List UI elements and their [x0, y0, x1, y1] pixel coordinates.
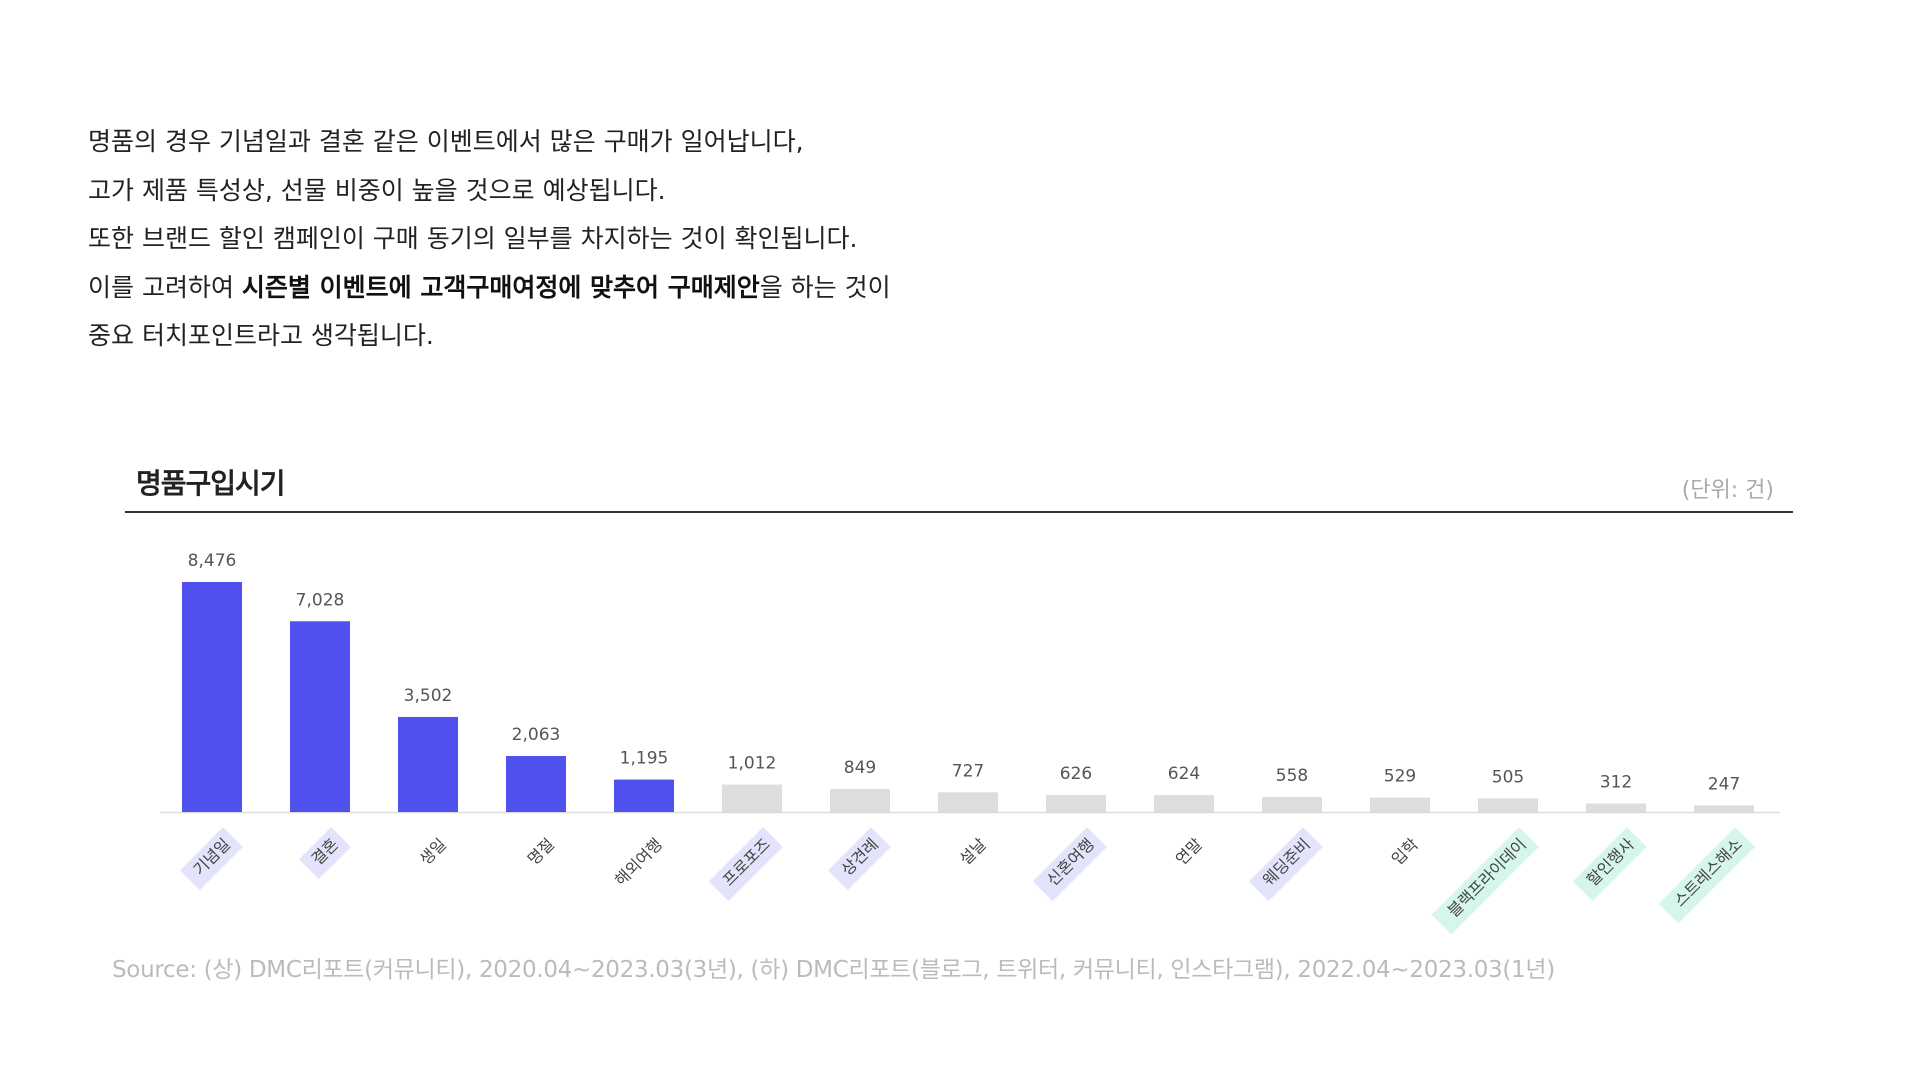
bar-5	[614, 779, 674, 812]
category-badge-6	[708, 827, 783, 902]
category-label-9: 신혼여행	[1032, 827, 1107, 902]
bar-14	[1586, 803, 1646, 812]
bar-6	[722, 784, 782, 812]
source-note: Source: (상) DMC리포트(커뮤니티), 2020.04~2023.0…	[112, 957, 1555, 983]
bar-2	[290, 621, 350, 812]
value-label-14: 312	[1600, 773, 1632, 793]
category-text-13: 블랙프라이데이	[1444, 835, 1530, 921]
bar-1	[182, 582, 242, 812]
intro-line-3: 또한 브랜드 할인 캠페인이 구매 동기의 일부를 차지하는 것이 확인됩니다.	[88, 224, 858, 253]
value-label-3: 3,502	[404, 686, 453, 706]
intro-line-4-pre: 이를 고려하여	[88, 272, 242, 302]
category-label-3: 생일	[416, 835, 450, 869]
title-divider	[125, 511, 1793, 513]
category-text-15: 스트레스해소	[1670, 835, 1746, 911]
category-label-13: 블랙프라이데이	[1431, 827, 1539, 935]
intro-line-4-post: 을 하는 것이	[759, 272, 891, 302]
category-badge-1	[179, 827, 243, 891]
category-text-4: 명절	[524, 835, 558, 869]
category-text-8: 설날	[956, 834, 990, 868]
value-label-13: 505	[1492, 767, 1524, 787]
value-label-8: 727	[952, 761, 984, 781]
bar-13	[1478, 798, 1538, 812]
bar-9	[1046, 795, 1106, 812]
value-label-15: 247	[1708, 774, 1740, 794]
category-badge-11	[1248, 827, 1323, 902]
category-label-2: 결혼	[298, 827, 351, 880]
value-label-5: 1,195	[620, 749, 669, 769]
category-label-11: 웨딩준비	[1248, 827, 1323, 902]
value-label-1: 8,476	[188, 551, 237, 571]
intro-text: 명품의 경우 기념일과 결혼 같은 이벤트에서 많은 구매가 일어납니다, 고가…	[88, 118, 1288, 361]
bar-11	[1262, 796, 1322, 812]
category-text-3: 생일	[416, 835, 450, 869]
category-badge-9	[1032, 827, 1107, 902]
intro-line-5: 중요 터치포인트라고 생각됩니다.	[88, 321, 434, 350]
category-badge-7	[827, 827, 891, 891]
category-label-1: 기념일	[179, 827, 243, 891]
category-text-12: 입학	[1388, 834, 1422, 868]
value-label-11: 558	[1276, 766, 1308, 786]
category-text-5: 해외여행	[611, 835, 666, 890]
category-label-8: 설날	[956, 834, 990, 868]
category-badge-13	[1431, 827, 1539, 935]
bar-12	[1370, 797, 1430, 812]
bar-7	[830, 788, 890, 812]
bar-3	[398, 716, 458, 812]
category-text-10: 연말	[1172, 834, 1206, 868]
intro-line-4: 이를 고려하여 시즌별 이벤트에 고객구매여정에 맞추어 구매제안을 하는 것이	[88, 264, 1288, 313]
category-badge-14	[1572, 827, 1647, 902]
category-label-7: 상견례	[827, 827, 891, 891]
intro-line-1: 명품의 경우 기념일과 결혼 같은 이벤트에서 많은 구매가 일어납니다,	[88, 127, 804, 156]
category-label-14: 할인행사	[1572, 827, 1647, 902]
bar-4	[506, 756, 566, 812]
value-label-2: 7,028	[296, 590, 345, 610]
category-badge-2	[298, 827, 351, 880]
unit-label: (단위: 건)	[1681, 478, 1774, 503]
bar-10	[1154, 795, 1214, 812]
value-label-6: 1,012	[728, 754, 777, 774]
category-label-4: 명절	[524, 835, 558, 869]
category-label-6: 프로포즈	[708, 827, 783, 902]
chart-title: 명품구입시기	[136, 467, 286, 500]
category-label-10: 연말	[1172, 834, 1206, 868]
value-label-7: 849	[844, 758, 876, 778]
category-label-15: 스트레스해소	[1658, 827, 1755, 924]
bar-15	[1694, 805, 1754, 812]
category-label-12: 입학	[1388, 834, 1422, 868]
intro-line-4-emphasis: 시즌별 이벤트에 고객구매여정에 맞추어 구매제안	[241, 272, 760, 302]
category-badge-15	[1658, 827, 1755, 924]
value-label-10: 624	[1168, 764, 1200, 784]
value-label-9: 626	[1060, 764, 1092, 784]
intro-line-2: 고가 제품 특성상, 선물 비중이 높을 것으로 예상됩니다.	[88, 175, 666, 205]
bar-8	[938, 792, 998, 812]
value-label-12: 529	[1384, 767, 1416, 787]
value-label-4: 2,063	[512, 725, 561, 745]
category-label-5: 해외여행	[611, 835, 666, 890]
